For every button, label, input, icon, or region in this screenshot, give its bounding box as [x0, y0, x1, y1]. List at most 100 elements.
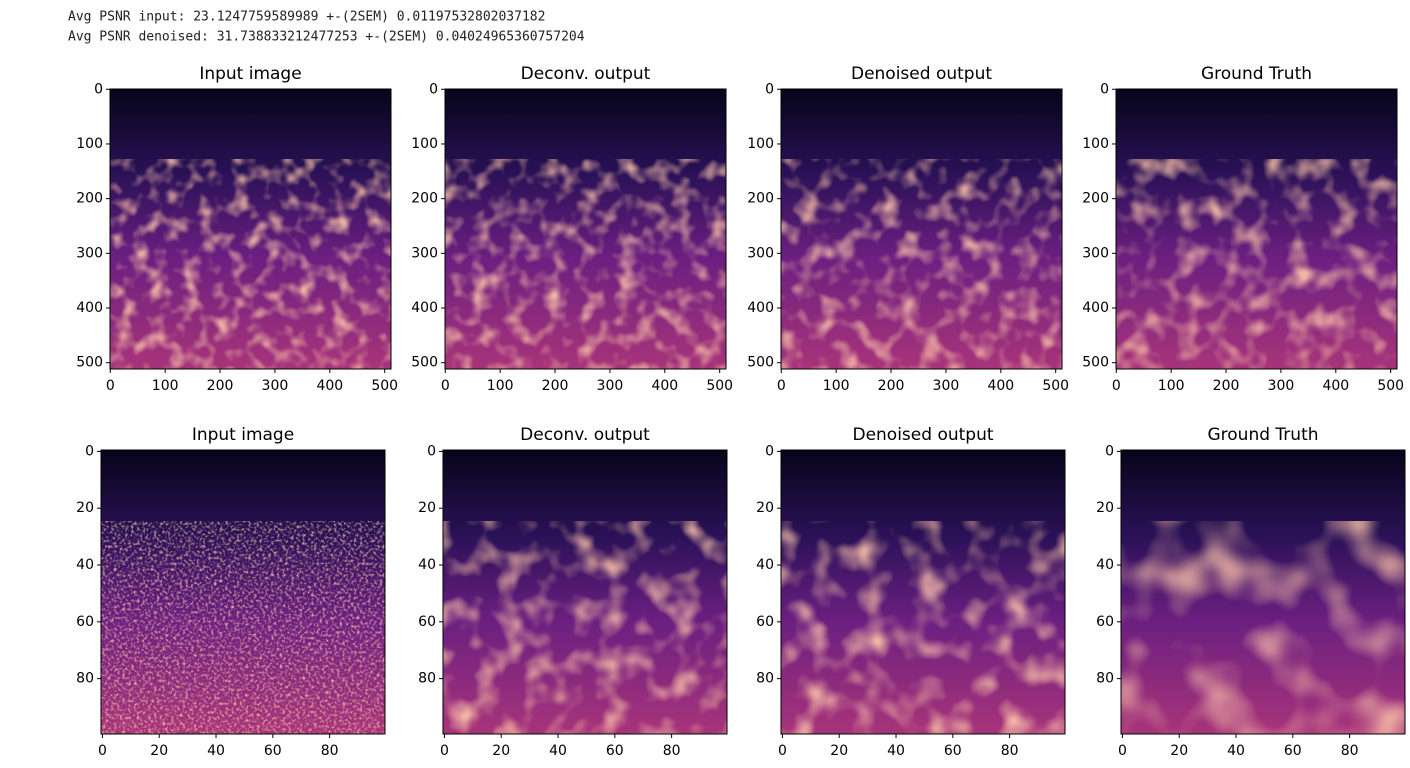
x-tick-label: 500 [706, 378, 733, 394]
axes-frame [444, 88, 727, 370]
panel-title: Ground Truth [1207, 425, 1318, 445]
x-tick-label: 100 [152, 378, 179, 394]
x-tick-label: 80 [1341, 743, 1359, 759]
x-tick-label: 300 [933, 378, 960, 394]
axes-frame [442, 449, 728, 735]
x-tick-label: 0 [98, 743, 107, 759]
x-tick-label: 40 [887, 743, 905, 759]
image-texture [110, 159, 391, 369]
y-tick-label: 0 [765, 443, 774, 459]
x-tick-label: 60 [264, 743, 282, 759]
x-tick-label: 20 [830, 743, 848, 759]
output-line: Avg PSNR denoised: 31.738833212477253 +-… [68, 30, 585, 45]
y-tick-label: 0 [427, 443, 436, 459]
x-tick-label: 200 [207, 378, 234, 394]
y-tick-label: 300 [1082, 245, 1109, 261]
x-tick-label: 0 [778, 743, 787, 759]
y-tick-label: 20 [418, 500, 436, 516]
x-tick-label: 100 [823, 378, 850, 394]
y-tick-label: 100 [76, 136, 103, 152]
x-tick-label: 20 [492, 743, 510, 759]
y-tick-label: 40 [418, 557, 436, 573]
x-tick-label: 40 [207, 743, 225, 759]
output-line: Avg PSNR input: 23.1247759589989 +-(2SEM… [68, 10, 545, 25]
y-tick-label: 400 [1082, 300, 1109, 316]
x-tick-label: 40 [549, 743, 567, 759]
panel-title: Deconv. output [520, 425, 650, 445]
y-tick-label: 0 [1105, 443, 1114, 459]
x-tick-label: 500 [371, 378, 398, 394]
image-panel [1115, 88, 1398, 370]
image-texture [781, 521, 1065, 734]
panel-title: Ground Truth [1201, 64, 1312, 84]
y-tick-label: 60 [418, 614, 436, 630]
x-tick-label: 20 [150, 743, 168, 759]
panel-title: Input image [192, 425, 294, 445]
image-panel [442, 449, 728, 735]
x-tick-label: 200 [542, 378, 569, 394]
image-panel [109, 88, 392, 370]
panel-title: Denoised output [852, 425, 993, 445]
x-tick-label: 200 [878, 378, 905, 394]
axes-frame [100, 449, 386, 735]
x-tick-label: 300 [262, 378, 289, 394]
x-tick-label: 0 [106, 378, 115, 394]
y-tick-label: 0 [94, 81, 103, 97]
x-tick-label: 0 [1118, 743, 1127, 759]
y-tick-label: 500 [1082, 355, 1109, 371]
y-tick-label: 80 [1096, 671, 1114, 687]
y-tick-label: 20 [1096, 500, 1114, 516]
image-panel [780, 88, 1063, 370]
y-tick-label: 300 [747, 245, 774, 261]
image-texture [443, 521, 727, 734]
x-tick-label: 400 [987, 378, 1014, 394]
image-texture [1121, 521, 1405, 734]
x-tick-label: 400 [651, 378, 678, 394]
y-tick-label: 60 [1096, 614, 1114, 630]
y-tick-label: 200 [411, 191, 438, 207]
y-tick-label: 80 [756, 671, 774, 687]
x-tick-label: 40 [1227, 743, 1245, 759]
y-tick-label: 100 [747, 136, 774, 152]
image-texture [1116, 159, 1397, 369]
x-tick-label: 60 [606, 743, 624, 759]
x-tick-label: 200 [1213, 378, 1240, 394]
y-tick-label: 400 [76, 300, 103, 316]
y-tick-label: 400 [411, 300, 438, 316]
panel-title: Input image [199, 64, 301, 84]
image-panel [780, 449, 1066, 735]
x-tick-label: 0 [441, 378, 450, 394]
x-tick-label: 0 [777, 378, 786, 394]
axes-frame [1115, 88, 1398, 370]
x-tick-label: 60 [1284, 743, 1302, 759]
y-tick-label: 500 [747, 355, 774, 371]
y-tick-label: 20 [756, 500, 774, 516]
y-tick-label: 300 [411, 245, 438, 261]
y-tick-label: 200 [76, 191, 103, 207]
y-tick-label: 0 [1100, 81, 1109, 97]
y-tick-label: 40 [756, 557, 774, 573]
x-tick-label: 300 [1268, 378, 1295, 394]
y-tick-label: 60 [76, 614, 94, 630]
y-tick-label: 200 [1082, 191, 1109, 207]
x-tick-label: 100 [1158, 378, 1185, 394]
x-tick-label: 80 [1001, 743, 1019, 759]
image-panel [1120, 449, 1406, 735]
y-tick-label: 300 [76, 245, 103, 261]
y-tick-label: 100 [1082, 136, 1109, 152]
axes-frame [780, 88, 1063, 370]
x-tick-label: 20 [1170, 743, 1188, 759]
y-tick-label: 40 [76, 557, 94, 573]
x-tick-label: 500 [1042, 378, 1069, 394]
image-texture [101, 521, 385, 734]
y-tick-label: 80 [76, 671, 94, 687]
y-tick-label: 80 [418, 671, 436, 687]
axes-frame [1120, 449, 1406, 735]
y-tick-label: 500 [411, 355, 438, 371]
axes-frame [780, 449, 1066, 735]
x-tick-label: 300 [597, 378, 624, 394]
x-tick-label: 0 [1112, 378, 1121, 394]
y-tick-label: 400 [747, 300, 774, 316]
y-tick-label: 500 [76, 355, 103, 371]
